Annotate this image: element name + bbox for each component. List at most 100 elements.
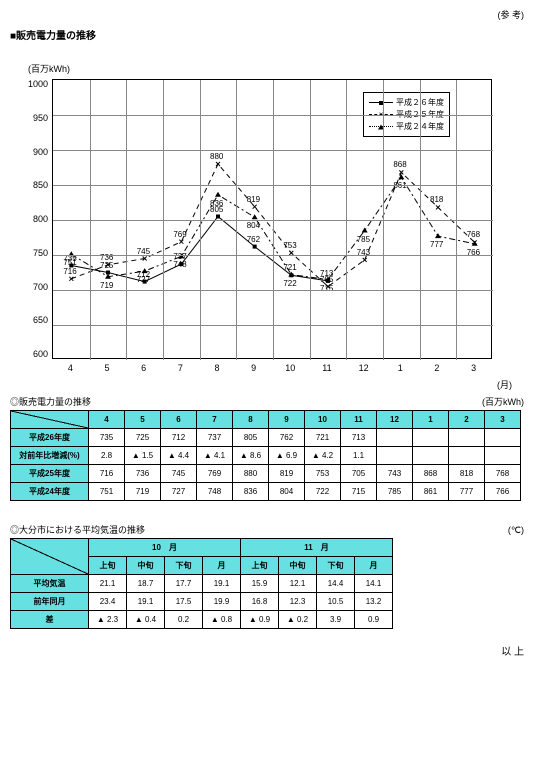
point-label: 818	[430, 195, 443, 204]
x-tick: 2	[419, 363, 456, 373]
grid-line-v	[200, 80, 201, 360]
table-cell: 880	[233, 465, 269, 483]
table-cell	[413, 447, 449, 465]
table-cell: 751	[89, 483, 125, 501]
table-col-header: 7	[197, 411, 233, 429]
marker	[216, 162, 220, 166]
marker	[253, 205, 257, 209]
grid-line-v	[90, 80, 91, 360]
table-row-label: 平成26年度	[11, 429, 89, 447]
marker	[179, 240, 183, 244]
y-tick: 650	[33, 315, 48, 325]
table-cell: 721	[305, 429, 341, 447]
y-tick: 950	[33, 113, 48, 123]
table-cell	[413, 429, 449, 447]
table-cell: 716	[89, 465, 125, 483]
table2-title: ◎大分市における平均気温の推移	[10, 523, 145, 536]
marker	[399, 170, 403, 174]
end-note: 以 上	[10, 643, 524, 658]
table-sub-header: 下旬	[317, 557, 355, 575]
table-col-header: 6	[161, 411, 197, 429]
table-corner	[11, 411, 89, 429]
grid-line-v	[456, 80, 457, 360]
chart-x-unit: (月)	[497, 378, 512, 391]
marker	[252, 214, 258, 219]
table-cell: 722	[305, 483, 341, 501]
table1: 456789101112123平成26年度7357257127378057627…	[10, 410, 521, 501]
legend-line	[369, 102, 393, 103]
point-label: 748	[173, 260, 186, 269]
table-col-header: 1	[413, 411, 449, 429]
y-tick: 900	[33, 147, 48, 157]
table-sub-header: 月	[203, 557, 241, 575]
table-cell: 19.9	[203, 593, 241, 611]
legend-line	[369, 126, 393, 127]
x-tick: 4	[52, 363, 89, 373]
table-row-label: 差	[11, 611, 89, 629]
marker	[363, 258, 367, 262]
marker	[436, 205, 440, 209]
chart-container: (百万kWh) 1000950900850800750700650600 735…	[28, 62, 524, 373]
table-cell: 735	[89, 429, 125, 447]
table-cell: 19.1	[127, 593, 165, 611]
grid-line-v	[383, 80, 384, 360]
table-sub-header: 上旬	[89, 557, 127, 575]
table-cell: 1.1	[341, 447, 377, 465]
x-tick: 10	[272, 363, 309, 373]
point-label: 705	[320, 275, 333, 284]
marker	[253, 245, 257, 249]
x-tick: 6	[125, 363, 162, 373]
point-label: 719	[100, 281, 113, 290]
y-tick: 700	[33, 282, 48, 292]
y-tick: 800	[33, 214, 48, 224]
table-cell: ▲ 0.2	[279, 611, 317, 629]
table-cell: ▲ 1.5	[125, 447, 161, 465]
marker	[398, 174, 404, 179]
table-cell: 17.5	[165, 593, 203, 611]
table-cell: 17.7	[165, 575, 203, 593]
table-cell	[377, 447, 413, 465]
table-cell: 766	[485, 483, 521, 501]
table-cell: 725	[125, 429, 161, 447]
table-group-header: 10 月	[89, 539, 241, 557]
grid-line-v	[420, 80, 421, 360]
table-sub-header: 中旬	[127, 557, 165, 575]
table-row-label: 平成24年度	[11, 483, 89, 501]
y-axis: 1000950900850800750700650600	[28, 79, 52, 359]
x-tick: 3	[455, 363, 492, 373]
table-cell: 836	[233, 483, 269, 501]
table1-unit: (百万kWh)	[482, 395, 524, 408]
table-sub-header: 月	[355, 557, 393, 575]
table-cell: ▲ 0.4	[127, 611, 165, 629]
table-col-header: 5	[125, 411, 161, 429]
point-label: 722	[283, 279, 296, 288]
chart-title: ■販売電力量の推移	[10, 27, 524, 42]
grid-line-v	[126, 80, 127, 360]
table-cell: 804	[269, 483, 305, 501]
table-cell: 736	[125, 465, 161, 483]
grid-line-v	[310, 80, 311, 360]
table-col-header: 3	[485, 411, 521, 429]
table-cell: 769	[197, 465, 233, 483]
table-group-header: 11 月	[241, 539, 393, 557]
table-cell: 0.9	[355, 611, 393, 629]
x-tick: 1	[382, 363, 419, 373]
table-col-header: 12	[377, 411, 413, 429]
table-col-header: 9	[269, 411, 305, 429]
table2: 10 月11 月上旬中旬下旬月上旬中旬下旬月平均気温21.118.717.719…	[10, 538, 393, 629]
table-row-label: 対前年比増減(%)	[11, 447, 89, 465]
table-col-header: 4	[89, 411, 125, 429]
table-cell	[485, 447, 521, 465]
plot-outer: 7357257127378057627217137167367457698808…	[52, 79, 492, 373]
table-cell: 713	[341, 429, 377, 447]
table-sub-header: 上旬	[241, 557, 279, 575]
table-cell: 819	[269, 465, 305, 483]
table-cell: 712	[161, 429, 197, 447]
legend-item: 平成２４年度	[369, 121, 444, 132]
legend-item: 平成２６年度	[369, 97, 444, 108]
table-cell: ▲ 0.8	[203, 611, 241, 629]
point-label: 868	[393, 160, 406, 169]
table-cell: ▲ 4.4	[161, 447, 197, 465]
table-cell: 21.1	[89, 575, 127, 593]
table-cell: 0.2	[165, 611, 203, 629]
